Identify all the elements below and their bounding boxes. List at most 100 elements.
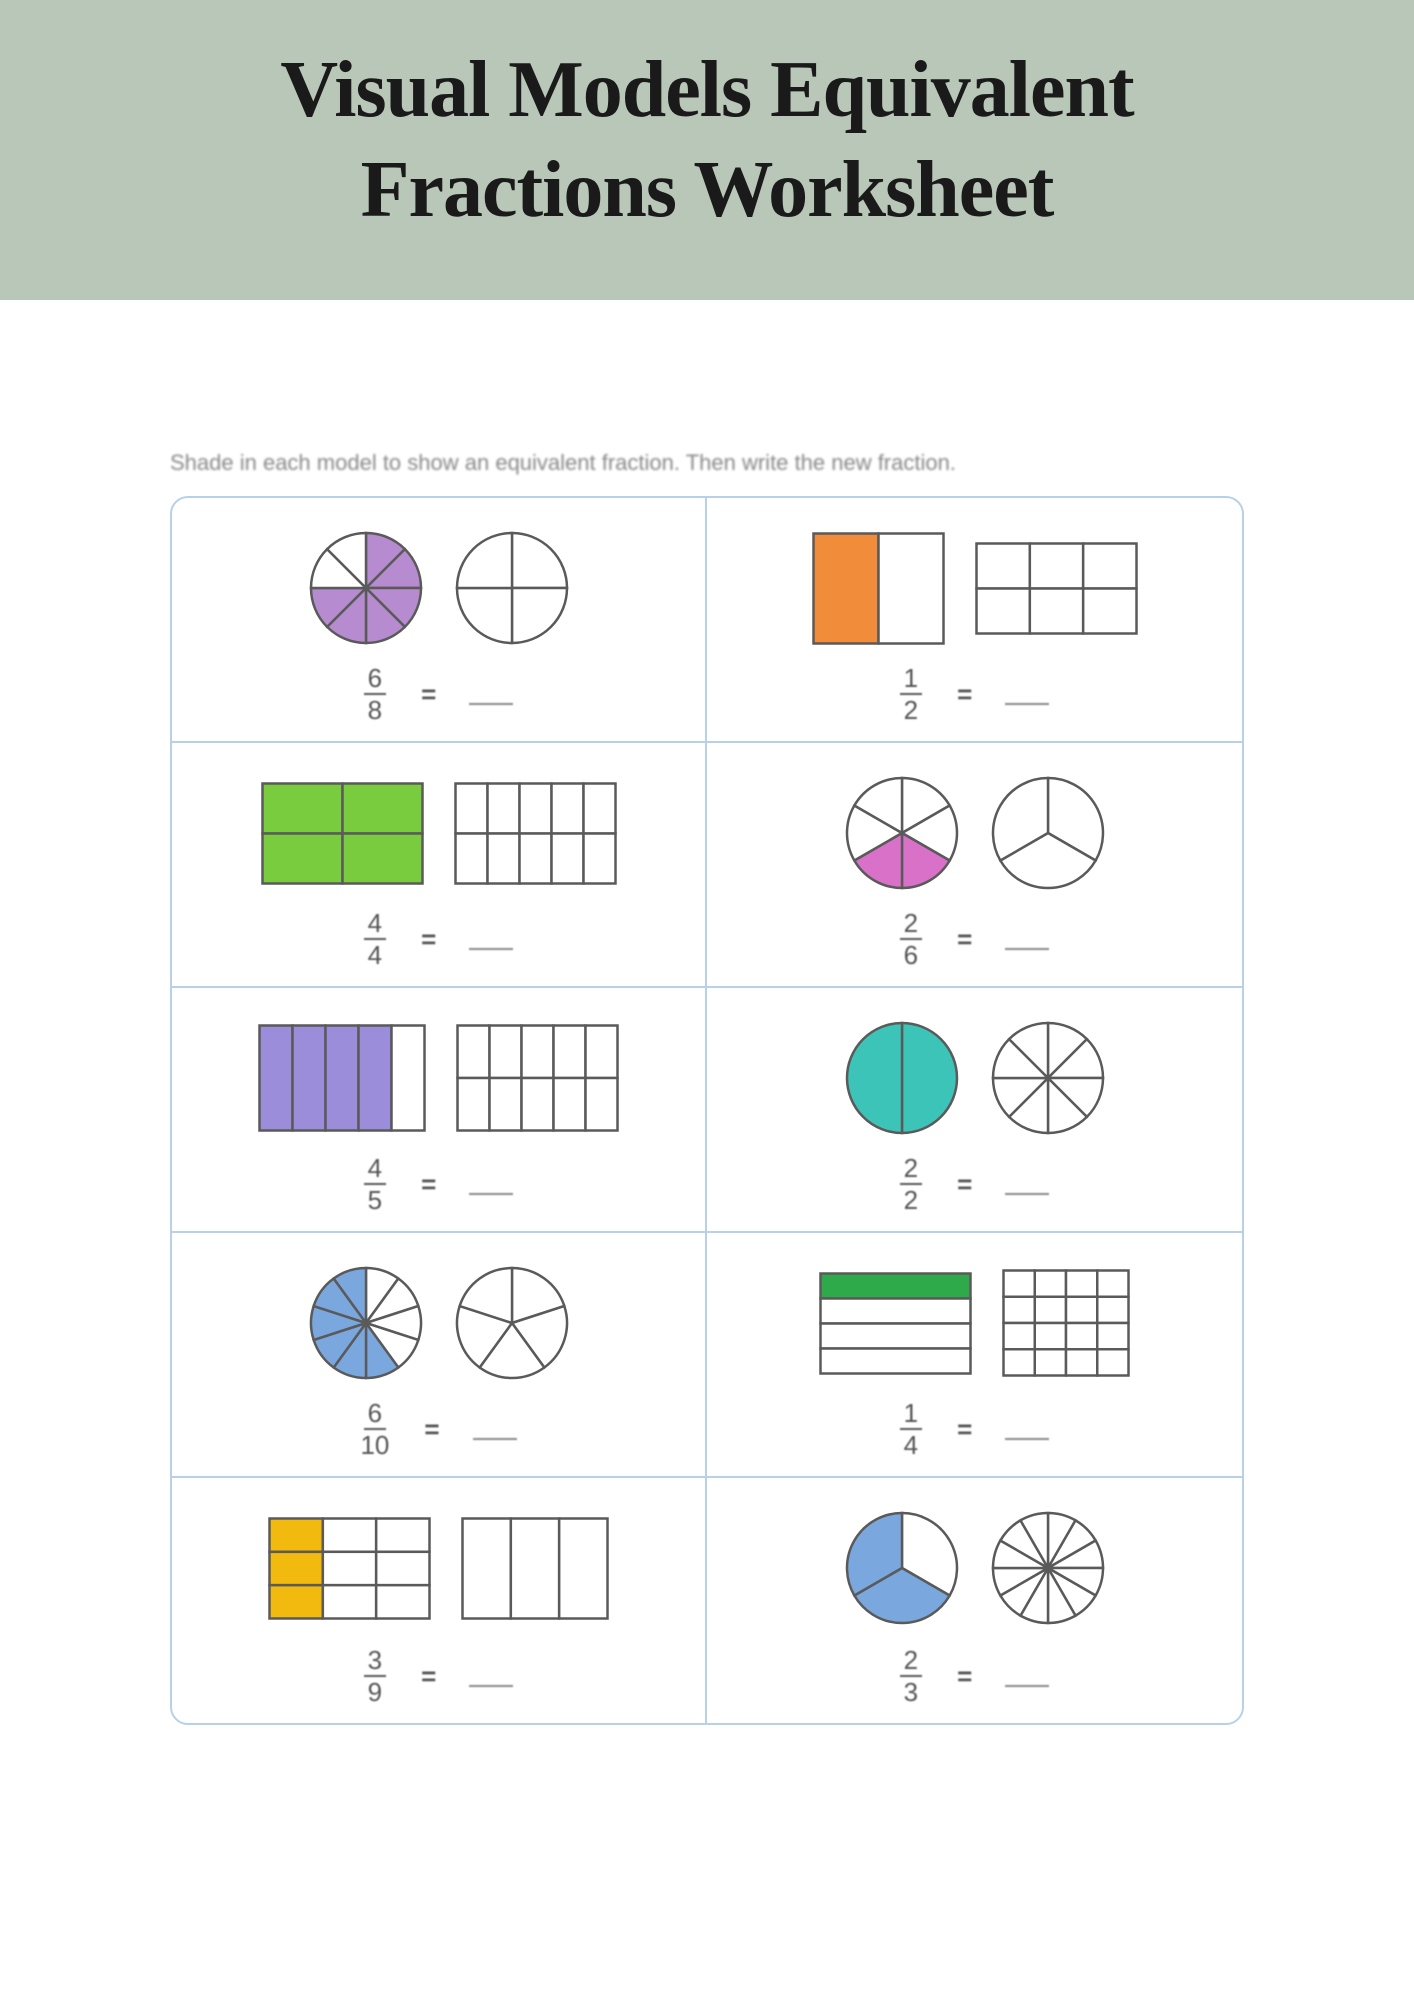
problem-grid: 6 8 = 1 2 = 4 4 = (170, 496, 1244, 1725)
problem-cell: 2 6 = (707, 743, 1242, 988)
rect-model (261, 782, 424, 885)
problem-cell: 6 10 = (172, 1233, 707, 1478)
denominator: 10 (360, 1430, 389, 1458)
numerator: 4 (364, 1155, 386, 1185)
equals-sign: = (421, 924, 434, 955)
denominator: 2 (904, 695, 918, 723)
equation-row: 6 8 = (364, 665, 514, 723)
numerator: 1 (900, 665, 922, 695)
problem-cell: 6 8 = (172, 498, 707, 743)
numerator: 4 (364, 910, 386, 940)
equation-row: 6 10 = (360, 1400, 516, 1458)
denominator: 5 (368, 1185, 382, 1213)
denominator: 3 (904, 1677, 918, 1705)
given-fraction: 3 9 (364, 1647, 386, 1705)
circle-model (990, 775, 1106, 891)
answer-blank[interactable] (469, 946, 513, 950)
model-row (844, 1013, 1106, 1143)
answer-blank[interactable] (469, 1191, 513, 1195)
answer-blank[interactable] (473, 1436, 517, 1440)
denominator: 6 (904, 940, 918, 968)
model-row (268, 1503, 609, 1633)
numerator: 6 (364, 1400, 386, 1430)
equals-sign: = (421, 679, 434, 710)
given-fraction: 6 8 (364, 665, 386, 723)
rect-model (819, 1272, 972, 1375)
answer-blank[interactable] (1005, 701, 1049, 705)
equals-sign: = (421, 1169, 434, 1200)
equation-row: 2 3 = (900, 1647, 1050, 1705)
problem-cell: 4 5 = (172, 988, 707, 1233)
model-row (819, 1258, 1130, 1388)
page-header: Visual Models Equivalent Fractions Works… (0, 0, 1414, 300)
equation-row: 1 2 = (900, 665, 1050, 723)
equation-row: 4 5 = (364, 1155, 514, 1213)
model-row (308, 1258, 570, 1388)
rect-model (461, 1517, 609, 1620)
circle-model (844, 775, 960, 891)
circle-model (844, 1510, 960, 1626)
title-line-2: Fractions Worksheet (361, 146, 1054, 234)
circle-model (990, 1510, 1106, 1626)
answer-blank[interactable] (1005, 946, 1049, 950)
model-row (258, 1013, 619, 1143)
problem-cell: 2 3 = (707, 1478, 1242, 1723)
given-fraction: 4 5 (364, 1155, 386, 1213)
equals-sign: = (424, 1414, 437, 1445)
problem-cell: 4 4 = (172, 743, 707, 988)
given-fraction: 4 4 (364, 910, 386, 968)
answer-blank[interactable] (1005, 1436, 1049, 1440)
rect-model (975, 542, 1138, 635)
equals-sign: = (957, 1661, 970, 1692)
model-row (261, 768, 617, 898)
rect-model (258, 1024, 426, 1132)
model-row (844, 1503, 1106, 1633)
circle-model (990, 1020, 1106, 1136)
given-fraction: 2 2 (900, 1155, 922, 1213)
model-row (844, 768, 1106, 898)
answer-blank[interactable] (469, 701, 513, 705)
circle-model (454, 1265, 570, 1381)
numerator: 3 (364, 1647, 386, 1677)
equation-row: 2 2 = (900, 1155, 1050, 1213)
circle-model (308, 1265, 424, 1381)
equation-row: 1 4 = (900, 1400, 1050, 1458)
circle-model (844, 1020, 960, 1136)
equation-row: 2 6 = (900, 910, 1050, 968)
numerator: 2 (900, 1647, 922, 1677)
problem-cell: 2 2 = (707, 988, 1242, 1233)
page-title: Visual Models Equivalent Fractions Works… (60, 40, 1354, 240)
denominator: 4 (904, 1430, 918, 1458)
given-fraction: 6 10 (360, 1400, 389, 1458)
circle-model (454, 530, 570, 646)
equation-row: 4 4 = (364, 910, 514, 968)
given-fraction: 1 2 (900, 665, 922, 723)
worksheet-content: Shade in each model to show an equivalen… (0, 300, 1414, 1725)
denominator: 8 (368, 695, 382, 723)
equals-sign: = (421, 1661, 434, 1692)
model-row (308, 523, 570, 653)
denominator: 4 (368, 940, 382, 968)
given-fraction: 1 4 (900, 1400, 922, 1458)
circle-model (308, 530, 424, 646)
denominator: 2 (904, 1185, 918, 1213)
answer-blank[interactable] (469, 1683, 513, 1687)
answer-blank[interactable] (1005, 1191, 1049, 1195)
rect-model (454, 782, 617, 885)
rect-model (456, 1024, 619, 1132)
instructions-text: Shade in each model to show an equivalen… (170, 450, 1244, 476)
equals-sign: = (957, 679, 970, 710)
numerator: 1 (900, 1400, 922, 1430)
problem-cell: 1 4 = (707, 1233, 1242, 1478)
denominator: 9 (368, 1677, 382, 1705)
problem-cell: 1 2 = (707, 498, 1242, 743)
answer-blank[interactable] (1005, 1683, 1049, 1687)
rect-model (1002, 1269, 1130, 1377)
rect-model (268, 1517, 431, 1620)
numerator: 2 (900, 910, 922, 940)
problem-cell: 3 9 = (172, 1478, 707, 1723)
given-fraction: 2 3 (900, 1647, 922, 1705)
model-row (812, 523, 1138, 653)
title-line-1: Visual Models Equivalent (280, 46, 1133, 134)
rect-model (812, 532, 945, 645)
